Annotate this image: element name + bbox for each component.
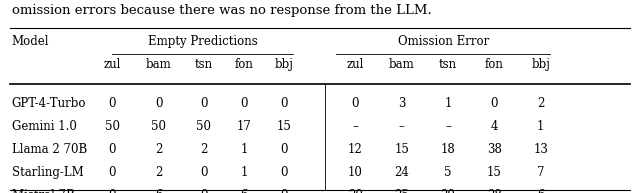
Text: 3: 3 <box>398 97 406 110</box>
Text: 50: 50 <box>196 120 211 133</box>
Text: 50: 50 <box>151 120 166 133</box>
Text: Mistral 7B: Mistral 7B <box>12 189 74 193</box>
Text: 0: 0 <box>155 97 163 110</box>
Text: 13: 13 <box>533 143 548 156</box>
Text: bbj: bbj <box>531 58 550 71</box>
Text: 1: 1 <box>537 120 545 133</box>
Text: Llama 2 70B: Llama 2 70B <box>12 143 87 156</box>
Text: –: – <box>399 120 405 133</box>
Text: bam: bam <box>389 58 415 71</box>
Text: 0: 0 <box>200 189 207 193</box>
Text: 17: 17 <box>236 120 252 133</box>
Text: 6: 6 <box>537 189 545 193</box>
Text: 15: 15 <box>276 120 292 133</box>
Text: –: – <box>352 120 358 133</box>
Text: tsn: tsn <box>195 58 212 71</box>
Text: 0: 0 <box>351 97 359 110</box>
Text: 0: 0 <box>280 189 288 193</box>
Text: 20: 20 <box>440 189 456 193</box>
Text: fon: fon <box>484 58 504 71</box>
Text: 1: 1 <box>444 97 452 110</box>
Text: Starling-LM: Starling-LM <box>12 166 83 179</box>
Text: –: – <box>445 120 451 133</box>
Text: 0: 0 <box>280 166 288 179</box>
Text: 12: 12 <box>348 143 363 156</box>
Text: bam: bam <box>146 58 172 71</box>
Text: 20: 20 <box>348 189 363 193</box>
Text: Empty Predictions: Empty Predictions <box>148 35 257 48</box>
Text: Gemini 1.0: Gemini 1.0 <box>12 120 76 133</box>
Text: 0: 0 <box>108 166 116 179</box>
Text: 4: 4 <box>490 120 498 133</box>
Text: 10: 10 <box>348 166 363 179</box>
Text: 6: 6 <box>155 189 163 193</box>
Text: Omission Error: Omission Error <box>397 35 489 48</box>
Text: 0: 0 <box>108 189 116 193</box>
Text: 15: 15 <box>394 143 410 156</box>
Text: 50: 50 <box>104 120 120 133</box>
Text: 0: 0 <box>200 166 207 179</box>
Text: omission errors because there was no response from the LLM.: omission errors because there was no res… <box>12 4 431 17</box>
Text: 6: 6 <box>240 189 248 193</box>
Text: 0: 0 <box>200 97 207 110</box>
Text: 0: 0 <box>240 97 248 110</box>
Text: tsn: tsn <box>439 58 457 71</box>
Text: 24: 24 <box>394 166 410 179</box>
Text: 0: 0 <box>280 97 288 110</box>
Text: 2: 2 <box>155 143 163 156</box>
Text: fon: fon <box>234 58 253 71</box>
Text: 0: 0 <box>280 143 288 156</box>
Text: 0: 0 <box>108 143 116 156</box>
Text: 1: 1 <box>240 143 248 156</box>
Text: 7: 7 <box>537 166 545 179</box>
Text: zul: zul <box>103 58 121 71</box>
Text: 2: 2 <box>200 143 207 156</box>
Text: Model: Model <box>12 35 49 48</box>
Text: 38: 38 <box>486 143 502 156</box>
Text: 25: 25 <box>394 189 410 193</box>
Text: 0: 0 <box>108 97 116 110</box>
Text: 0: 0 <box>490 97 498 110</box>
Text: 2: 2 <box>155 166 163 179</box>
Text: 28: 28 <box>486 189 502 193</box>
Text: 15: 15 <box>486 166 502 179</box>
Text: 18: 18 <box>440 143 456 156</box>
Text: zul: zul <box>346 58 364 71</box>
Text: GPT-4-Turbo: GPT-4-Turbo <box>12 97 86 110</box>
Text: 1: 1 <box>240 166 248 179</box>
Text: bbj: bbj <box>275 58 294 71</box>
Text: 5: 5 <box>444 166 452 179</box>
Text: 2: 2 <box>537 97 545 110</box>
